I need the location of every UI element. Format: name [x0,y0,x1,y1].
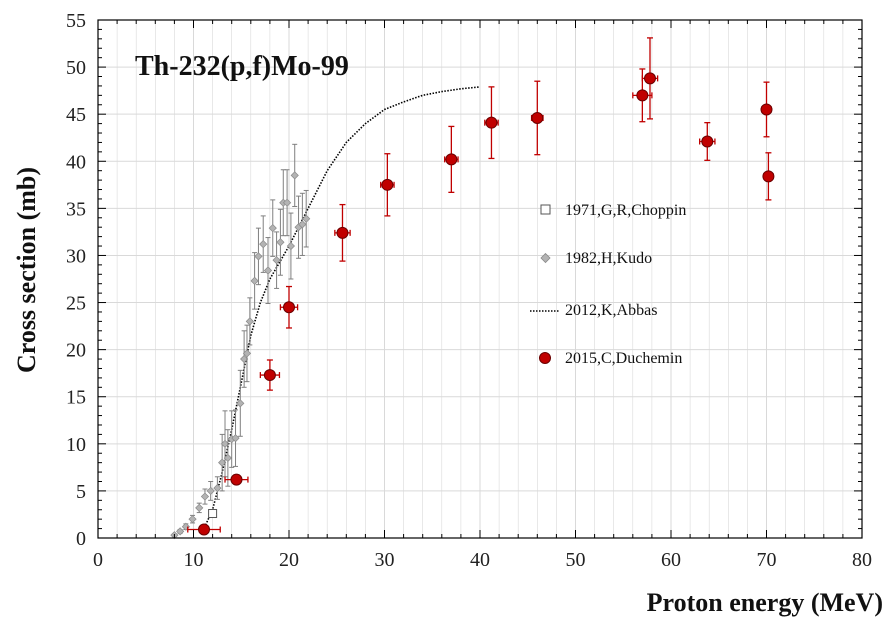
x-tick-label: 70 [757,549,777,571]
kudo-point [298,220,307,229]
duchemin-point [263,369,276,382]
kudo-point [272,256,281,265]
x-tick-label: 80 [852,549,872,571]
kudo-point [259,240,268,249]
kudo-point [188,515,197,524]
duchemin-point [283,301,295,314]
legend-marker-choppin [540,204,551,215]
kudo-point [268,224,277,233]
legend-label-abbas: 2012,K,Abbas [565,302,657,319]
kudo-point [290,171,299,180]
kudo-point [242,349,252,358]
duchemin-point [760,103,773,116]
kudo-point [195,503,204,512]
duchemin-point [381,178,394,191]
kudo-point [276,238,285,247]
duchemin-point [636,89,649,102]
x-tick-label: 10 [184,549,204,571]
legend-marker-duchemin [539,352,551,364]
x-tick-label: 20 [279,549,299,571]
legend: 1971,G,R,Choppin 1982,H,Kudo 2012,K,Abba… [530,202,686,367]
y-tick-label: 55 [66,10,86,32]
kudo-point [200,492,210,501]
abbas-curve [202,86,481,531]
y-tick-label: 25 [66,293,86,315]
duchemin-point [445,153,458,166]
kudo-point [254,252,263,261]
y-tick-label: 10 [66,434,86,456]
y-tick-label: 0 [76,528,86,550]
duchemin-point [336,226,349,239]
duchemin-point [198,523,211,536]
x-tick-label: 0 [93,549,103,571]
grid [97,19,863,539]
y-tick-label: 30 [66,245,86,267]
kudo-point [223,453,232,463]
x-axis-title: Proton energy (MeV) [647,588,883,617]
y-tick-label: 45 [66,104,86,126]
x-tick-label: 60 [661,549,681,571]
y-tick-label: 20 [66,340,86,362]
abbas-curve-layer [202,86,481,531]
duchemin-points-layer [187,37,775,536]
kudo-point [245,317,254,326]
x-tick-label: 50 [566,549,586,571]
kudo-point [302,214,311,223]
axis-ticks: 0 10 20 30 40 50 60 70 80 0 5 10 15 20 25 30 35 40 45 50 55 [66,10,872,571]
choppin-point [208,509,218,519]
y-tick-label: 40 [66,151,86,173]
duchemin-point [701,135,714,148]
y-tick-label: 35 [66,198,86,220]
legend-label-kudo: 1982,H,Kudo [565,250,652,267]
y-tick-label: 50 [66,57,86,79]
kudo-point [286,241,296,251]
choppin-points-layer [208,509,218,519]
x-tick-label: 40 [470,549,490,571]
duchemin-point [485,116,498,129]
x-tick-label: 30 [375,549,395,571]
duchemin-point [643,72,656,85]
chart-title: Th-232(p,f)Mo-99 [135,51,349,82]
kudo-point [236,399,245,408]
duchemin-point [230,473,243,486]
duchemin-point [531,111,544,124]
legend-label-duchemin: 2015,C,Duchemin [565,350,682,367]
kudo-point [263,266,273,275]
kudo-point [176,527,185,536]
kudo-point [231,434,240,443]
kudo-points-layer [170,143,311,540]
kudo-point [213,483,222,493]
kudo-point [206,486,215,496]
duchemin-point [762,170,775,183]
y-axis-title: Cross section (mb) [12,167,41,373]
legend-marker-kudo [540,252,551,264]
y-tick-label: 15 [66,387,86,409]
y-tick-label: 5 [76,481,86,503]
kudo-point [250,276,259,285]
legend-label-choppin: 1971,G,R,Choppin [565,202,686,219]
kudo-point [282,198,292,207]
